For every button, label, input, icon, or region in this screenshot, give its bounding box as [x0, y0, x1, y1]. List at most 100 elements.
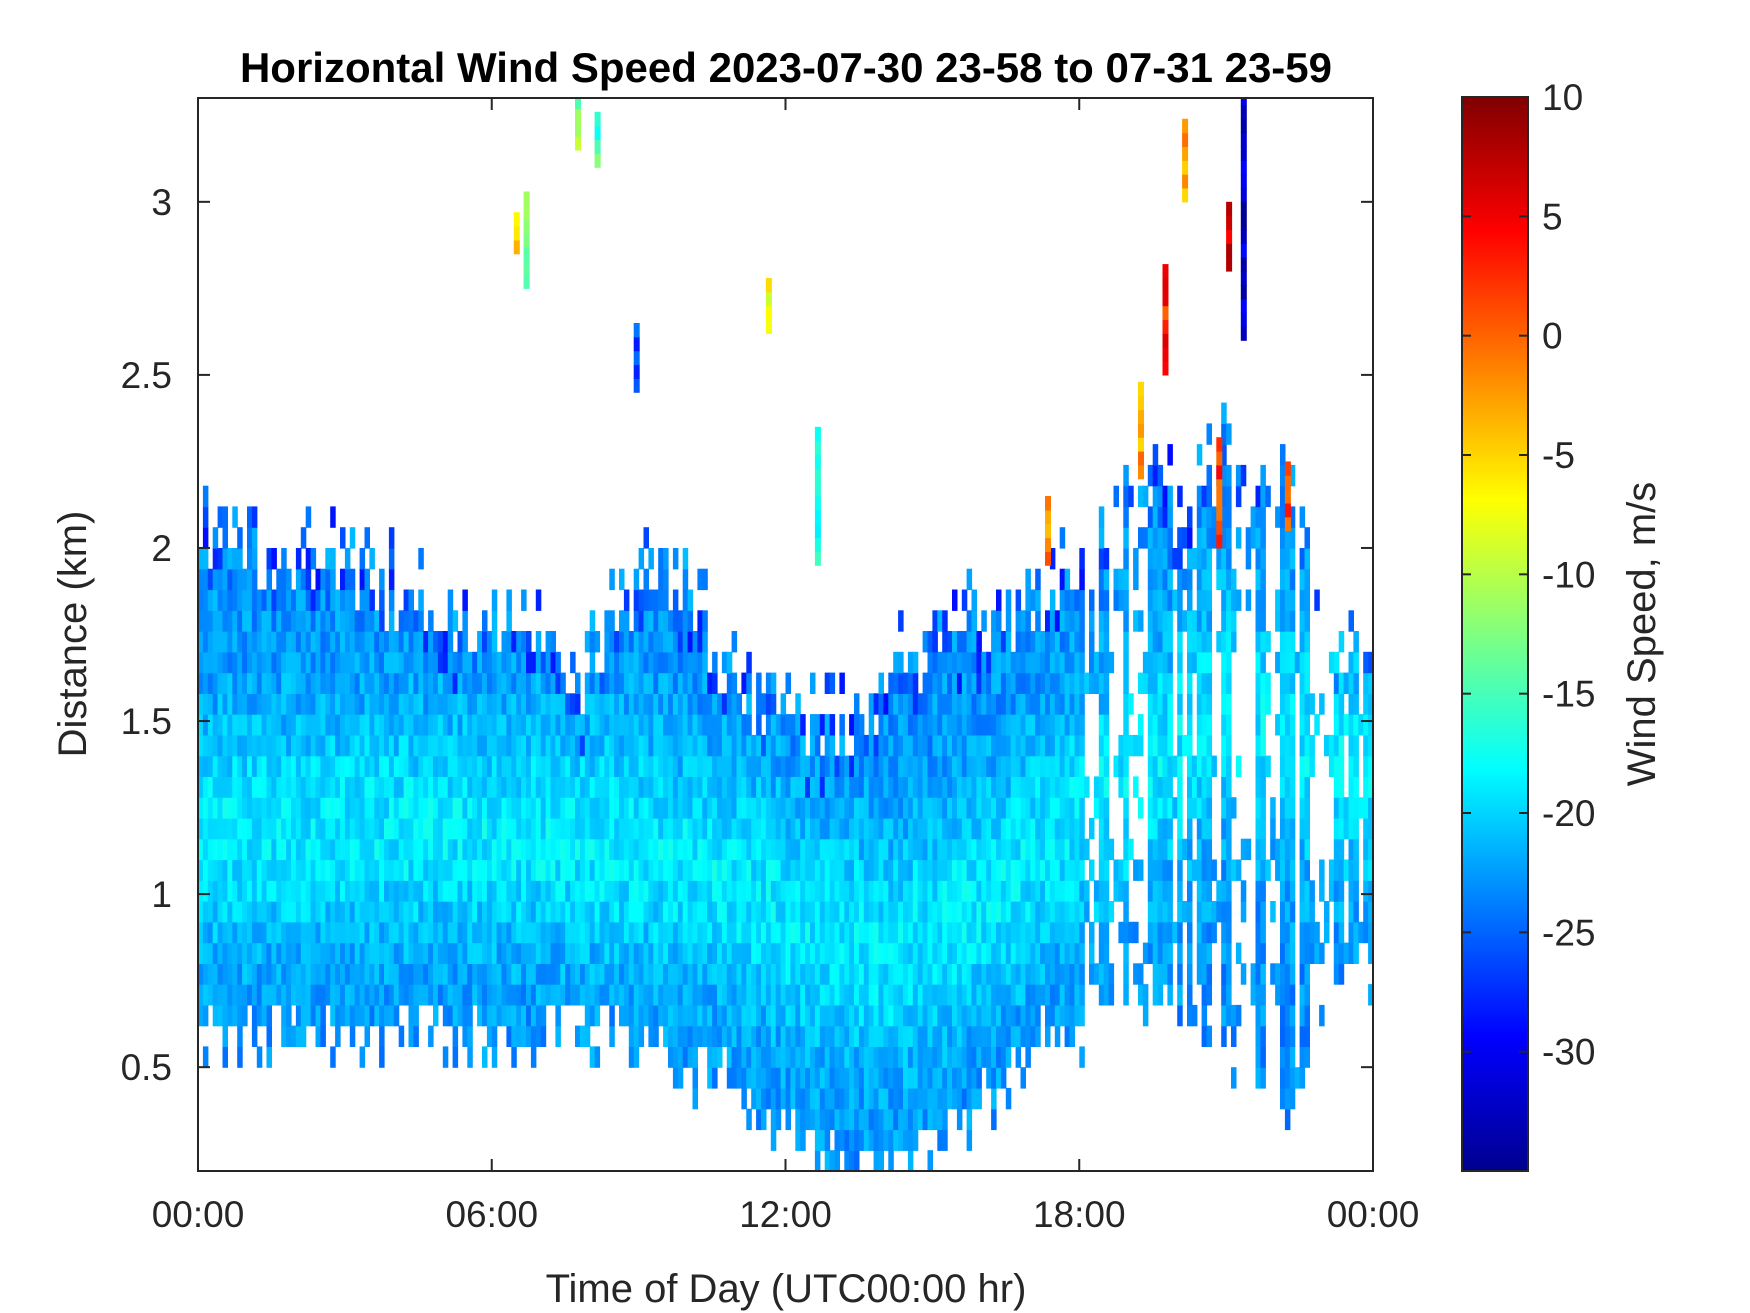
heat-cell	[1289, 548, 1296, 570]
heat-cell	[604, 672, 610, 694]
heat-cell	[540, 963, 547, 985]
heat-cell	[300, 880, 307, 902]
heat-cell	[1025, 672, 1031, 694]
heat-cell	[907, 838, 914, 861]
heat-cell	[1010, 1004, 1017, 1027]
heat-cell	[242, 755, 248, 777]
heat-cell	[418, 984, 424, 1006]
heat-cell	[565, 901, 571, 923]
heat-cell	[340, 942, 346, 964]
heat-cell	[501, 880, 507, 902]
heat-cell	[937, 880, 943, 902]
heat-cell	[467, 942, 473, 964]
heat-cell	[614, 963, 620, 985]
heat-cell	[271, 901, 277, 923]
heat-cell	[271, 984, 277, 1006]
heat-cell	[648, 776, 654, 798]
heat-cell	[1098, 672, 1105, 694]
heat-cell	[374, 1004, 380, 1027]
heat-cell	[668, 921, 674, 944]
heat-cell	[428, 921, 434, 944]
heat-cell	[868, 901, 875, 923]
heat-cell	[643, 631, 649, 653]
heat-cell	[271, 963, 277, 985]
heat-cell	[1221, 838, 1227, 861]
heat-cell	[1333, 963, 1340, 985]
heat-cell	[202, 1046, 209, 1068]
heat-cell	[320, 817, 326, 840]
heat-cell	[232, 817, 238, 840]
heat-cell	[266, 610, 272, 632]
heat-cell	[457, 817, 463, 840]
heat-cell	[712, 1025, 718, 1047]
heat-cell	[814, 942, 821, 964]
heat-cell	[834, 984, 840, 1006]
heat-cell	[535, 859, 542, 881]
heat-cell	[594, 797, 601, 819]
heat-cell	[986, 1046, 992, 1068]
heat-cell	[623, 714, 630, 736]
heat-cell	[800, 1129, 806, 1151]
heat-cell	[780, 963, 787, 985]
heat-cell	[917, 880, 924, 902]
heat-cell	[1103, 963, 1110, 985]
heat-cell	[687, 838, 694, 861]
heat-cell	[1025, 589, 1031, 611]
heat-cell	[1167, 880, 1173, 902]
heat-cell	[1226, 817, 1232, 840]
heat-cell	[952, 734, 958, 757]
heat-cell	[1363, 838, 1369, 861]
heat-cell	[1020, 880, 1026, 902]
heat-cell	[795, 1108, 801, 1131]
heat-cell	[672, 1046, 679, 1068]
heat-cell	[1284, 568, 1291, 591]
heat-cell	[506, 797, 512, 819]
heat-cell	[658, 548, 664, 570]
heat-cell	[320, 880, 326, 902]
heat-cell	[398, 755, 405, 777]
heat-cell	[839, 755, 845, 777]
heat-cell	[1226, 963, 1232, 985]
heat-cell	[286, 714, 292, 736]
heat-cell	[966, 755, 973, 777]
heat-cell	[854, 880, 860, 902]
heat-cell	[961, 672, 968, 694]
heat-cell	[1348, 672, 1354, 694]
heat-cell	[623, 672, 630, 694]
heat-cell	[712, 817, 718, 840]
heat-cell	[388, 527, 395, 549]
heat-cell	[227, 921, 233, 944]
heat-cell	[614, 817, 620, 840]
heat-cell	[1235, 589, 1242, 611]
heat-cell	[702, 942, 708, 964]
heat-cell	[594, 921, 601, 944]
heat-cell	[491, 817, 498, 840]
heat-cell	[810, 1004, 816, 1027]
heat-cell	[1133, 859, 1139, 881]
heat-cell	[408, 714, 414, 736]
heat-cell	[819, 1087, 826, 1110]
heat-cell	[707, 755, 713, 777]
heat-cell	[912, 693, 919, 715]
heat-cell	[1196, 859, 1203, 881]
heat-cell	[643, 963, 649, 985]
heat-cell	[849, 838, 855, 861]
heat-cell	[237, 672, 243, 694]
heat-cell	[976, 631, 982, 653]
heat-cell	[393, 797, 400, 819]
heat-cell	[1284, 797, 1291, 819]
heat-cell	[1226, 901, 1232, 923]
heat-cell	[286, 651, 292, 674]
heat-cell	[599, 880, 605, 902]
heat-cell	[731, 1004, 738, 1027]
heat-cell	[251, 631, 258, 653]
heat-cell	[805, 921, 811, 944]
heat-cell	[217, 693, 224, 715]
colorbar-label: Wind Speed, m/s	[1620, 482, 1664, 787]
heat-cell	[1098, 568, 1105, 591]
heat-cell	[467, 755, 473, 777]
heat-cell	[1216, 901, 1222, 923]
heat-cell	[1000, 963, 1007, 985]
heat-cell	[526, 672, 532, 694]
heat-cell	[1226, 984, 1232, 1006]
